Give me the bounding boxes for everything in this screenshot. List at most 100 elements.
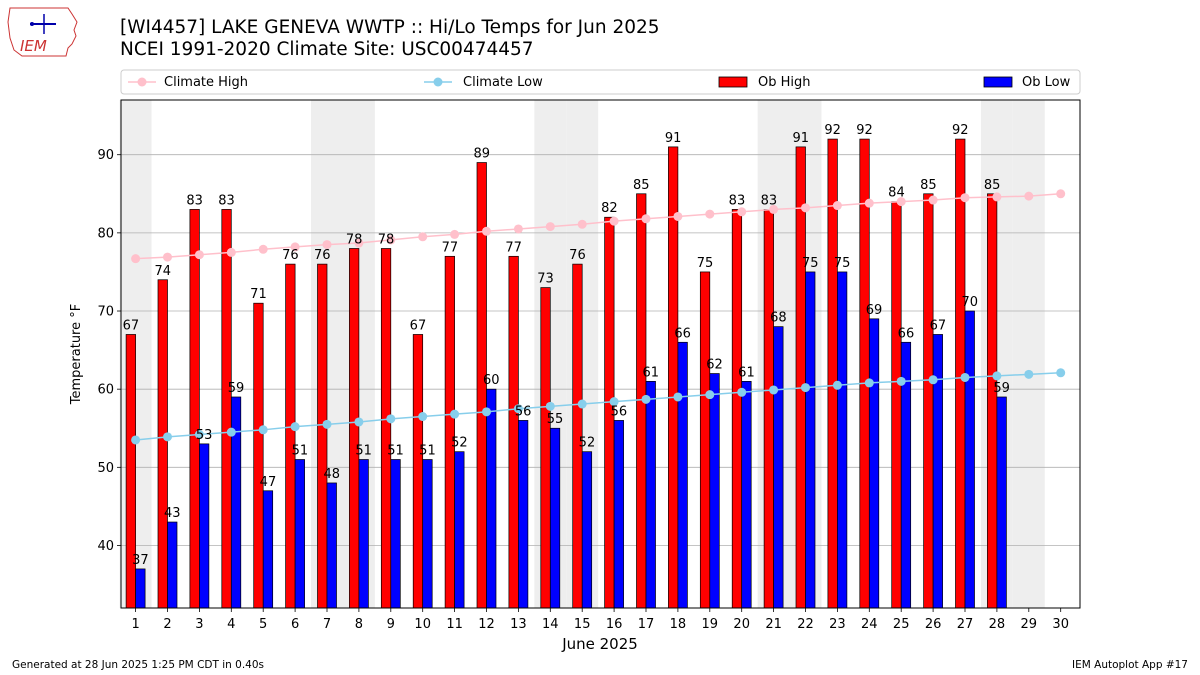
ob-low-label: 51 — [419, 444, 436, 459]
x-tick-label: 1 — [131, 617, 139, 632]
climate-low-point — [577, 399, 587, 409]
x-tick-label: 22 — [797, 617, 814, 632]
ob-high-label: 92 — [824, 123, 841, 138]
ob-low-label: 43 — [164, 506, 181, 521]
ob-low-label: 47 — [260, 475, 277, 490]
ob-low-bar — [837, 271, 848, 609]
x-tick-label: 6 — [291, 617, 299, 632]
climate-low-point — [131, 435, 141, 445]
ob-low-bar — [996, 396, 1007, 609]
chart-title-line1: [WI4457] LAKE GENEVA WWTP :: Hi/Lo Temps… — [120, 17, 660, 38]
x-tick-label: 8 — [355, 617, 363, 632]
x-tick-label: 18 — [670, 617, 687, 632]
ob-high-bar — [731, 209, 743, 609]
ob-low-label: 75 — [802, 256, 819, 271]
legend-label: Ob High — [758, 75, 811, 90]
climate-low-point — [354, 417, 364, 427]
x-tick-label: 29 — [1021, 617, 1038, 632]
ob-low-bar — [135, 568, 146, 609]
ob-high-label: 89 — [473, 147, 490, 162]
climate-high-point — [609, 216, 619, 226]
y-tick-label: 80 — [97, 226, 114, 241]
climate-low-point — [545, 401, 555, 411]
ob-low-bar — [486, 388, 497, 609]
x-tick-label: 28 — [989, 617, 1006, 632]
x-tick-label: 15 — [574, 617, 591, 632]
legend-item-climate-high: Climate High — [128, 75, 248, 90]
climate-low-point — [801, 383, 810, 393]
plot-frame — [120, 99, 1081, 609]
ob-low-bar — [390, 459, 401, 609]
ob-low-label: 61 — [738, 365, 755, 380]
climate-low-point — [450, 409, 460, 419]
ob-high-label: 82 — [601, 201, 618, 216]
ob-high-bar — [380, 248, 392, 609]
x-tick-label: 11 — [446, 617, 463, 632]
ob-low-label: 56 — [611, 404, 628, 419]
ob-low-label: 59 — [228, 381, 245, 396]
ob-low-label: 60 — [483, 373, 500, 388]
x-tick-label: 19 — [702, 617, 719, 632]
ob-low-bar — [549, 427, 561, 609]
weekend-shade — [1012, 100, 1045, 608]
ob-low-bar — [645, 381, 656, 609]
x-tick-label: 5 — [259, 617, 267, 632]
ob-high-label: 76 — [569, 248, 586, 263]
climate-high-point — [258, 244, 268, 254]
x-tick-label: 30 — [1052, 617, 1069, 632]
ob-low-bar — [518, 420, 529, 609]
climate-high-point — [194, 250, 204, 260]
ob-high-label: 91 — [792, 131, 809, 146]
ob-low-label: 51 — [387, 444, 404, 459]
ob-low-label: 53 — [196, 428, 213, 443]
ob-high-label: 67 — [410, 318, 427, 333]
ob-low-label: 66 — [674, 326, 691, 341]
climate-high-point — [641, 214, 651, 224]
ob-low-bar — [773, 326, 784, 609]
climate-low-point — [609, 397, 619, 407]
climate-high-point — [545, 222, 555, 232]
climate-high-point — [705, 209, 715, 219]
climate-high-line — [135, 193, 1061, 260]
climate-low-point — [1024, 369, 1034, 379]
y-tick-label: 60 — [97, 383, 114, 398]
climate-high-point — [832, 201, 842, 211]
x-tick-label: 16 — [606, 617, 623, 632]
legend-label: Ob Low — [1022, 75, 1071, 90]
climate-high-point — [896, 197, 906, 207]
ob-low-label: 37 — [132, 553, 149, 568]
climate-low-point — [896, 376, 906, 386]
legend-label: Climate Low — [463, 75, 543, 90]
ob-high-label: 83 — [761, 193, 778, 208]
ob-low-bar — [613, 420, 624, 609]
ob-high-bar — [540, 287, 551, 609]
climate-high-point — [577, 219, 587, 229]
ob-low-label: 56 — [515, 404, 532, 419]
ob-high-bar — [923, 193, 934, 609]
x-tick-label: 12 — [478, 617, 495, 632]
x-tick-label: 2 — [163, 617, 171, 632]
legend-item-ob-low: Ob Low — [983, 75, 1071, 90]
y-tick-label: 40 — [97, 539, 114, 554]
ob-low-bar — [741, 381, 752, 609]
ob-high-bar — [221, 209, 232, 609]
ob-high-label: 78 — [346, 232, 363, 247]
ob-low-label: 69 — [866, 303, 883, 318]
legend-label: Climate High — [164, 75, 248, 90]
ob-high-label: 83 — [218, 193, 235, 208]
ob-low-bar — [422, 459, 433, 609]
x-axis-label: June 2025 — [561, 635, 638, 653]
ob-high-bar — [157, 279, 168, 609]
climate-high-point — [673, 211, 683, 221]
climate-low-point — [258, 425, 268, 435]
legend: Climate High Climate Low Ob High Ob Low — [120, 69, 1081, 95]
iem-logo: IEM — [7, 7, 78, 57]
ob-low-bar — [262, 490, 274, 609]
ob-high-label: 83 — [729, 193, 746, 208]
x-tick-label: 17 — [638, 617, 655, 632]
y-tick-label: 50 — [97, 461, 114, 476]
ob-high-bar — [349, 248, 360, 609]
climate-high-point — [163, 252, 172, 262]
climate-low-point — [386, 414, 396, 424]
